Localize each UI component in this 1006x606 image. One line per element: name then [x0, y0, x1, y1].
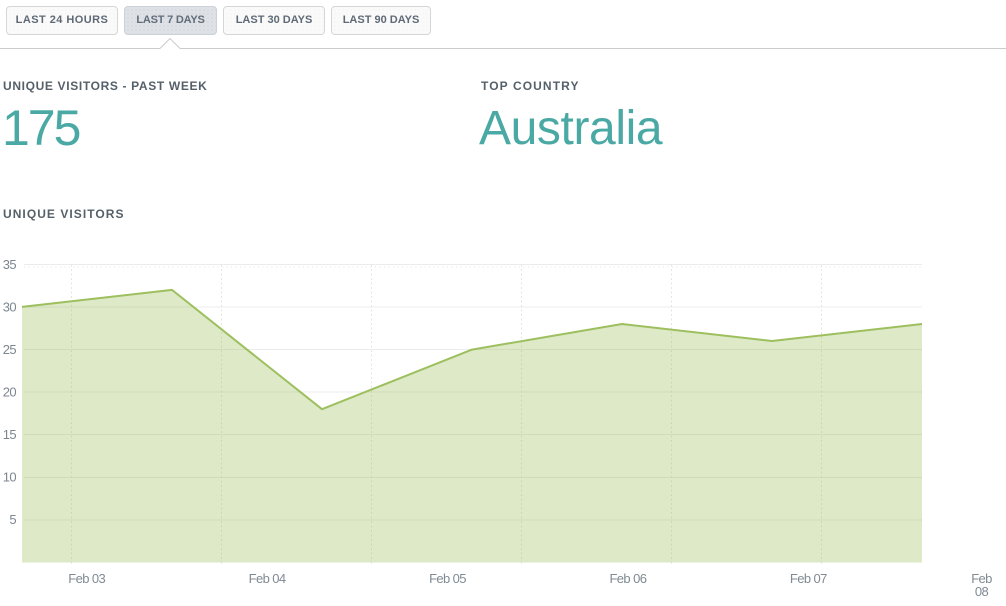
svg-text:Feb 07: Feb 07 — [790, 571, 827, 586]
svg-text:08: 08 — [975, 584, 989, 599]
svg-text:35: 35 — [3, 257, 17, 272]
svg-text:Feb 05: Feb 05 — [429, 571, 466, 586]
svg-text:15: 15 — [3, 427, 17, 442]
svg-text:Feb 03: Feb 03 — [68, 571, 105, 586]
svg-text:20: 20 — [3, 385, 17, 400]
svg-text:Feb: Feb — [971, 571, 992, 586]
svg-text:10: 10 — [3, 470, 17, 485]
svg-text:Feb 06: Feb 06 — [609, 571, 646, 586]
svg-text:30: 30 — [3, 300, 17, 315]
svg-text:5: 5 — [9, 512, 16, 527]
svg-text:25: 25 — [3, 342, 17, 357]
svg-text:Feb 04: Feb 04 — [249, 571, 286, 586]
